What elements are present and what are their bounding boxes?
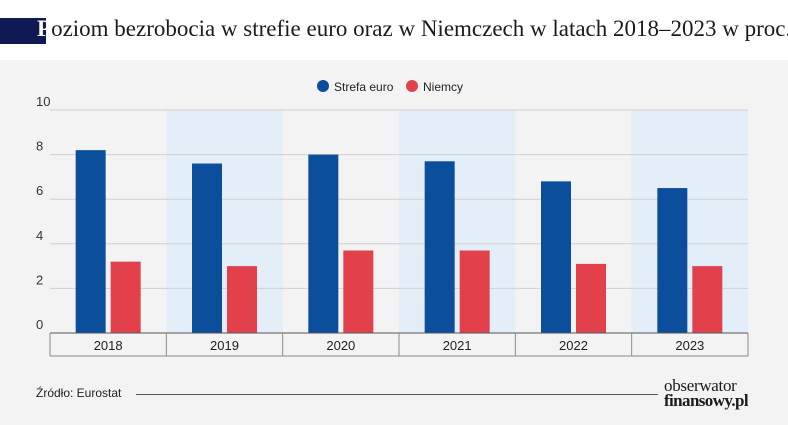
bar-germany <box>110 261 141 333</box>
logo-line-1: obserwator <box>664 376 737 395</box>
bar-euro-area <box>308 154 339 333</box>
y-tick-label: 6 <box>36 183 43 198</box>
category-band <box>166 110 283 333</box>
legend-label-germany: Niemcy <box>423 80 463 94</box>
bar-euro-area <box>192 163 222 333</box>
title-accent-block <box>0 18 46 44</box>
x-tick-label: 2018 <box>94 338 123 353</box>
x-tick-label: 2022 <box>559 338 588 353</box>
bar-germany <box>227 266 257 333</box>
bar-germany <box>343 250 374 333</box>
bar-euro-area <box>75 150 106 333</box>
title-bar: Poziom bezrobocia w strefie euro oraz w … <box>0 14 788 48</box>
chart-title: Poziom bezrobocia w strefie euro oraz w … <box>37 16 788 42</box>
legend-marker-germany <box>406 80 418 92</box>
title-lead-letter: P <box>37 16 52 41</box>
logo-line-2: finansowy.pl <box>664 391 749 410</box>
legend-marker-euro-area <box>317 80 329 92</box>
title-rest: oziom bezrobocia w strefie euro oraz w N… <box>51 16 788 41</box>
x-tick-label: 2020 <box>326 338 355 353</box>
bar-euro-area <box>541 181 571 333</box>
y-tick-label: 4 <box>36 228 43 243</box>
legend-label-euro-area: Strefa euro <box>334 80 394 94</box>
y-tick-label: 10 <box>36 94 50 109</box>
category-band <box>631 110 748 333</box>
source-note: Źródło: Eurostat <box>36 386 122 400</box>
source-divider <box>136 394 658 395</box>
y-tick-label: 0 <box>36 317 43 332</box>
bar-euro-area <box>657 188 688 333</box>
y-tick-label: 2 <box>36 272 43 287</box>
publisher-logo: obserwator finansowy.pl <box>664 376 764 414</box>
bar-euro-area <box>424 161 455 333</box>
x-tick-label: 2023 <box>675 338 704 353</box>
y-tick-label: 8 <box>36 139 43 154</box>
bar-germany <box>459 250 490 333</box>
bar-germany <box>576 263 606 333</box>
x-tick-label: 2019 <box>210 338 239 353</box>
bar-germany <box>692 266 723 333</box>
x-tick-label: 2021 <box>443 338 472 353</box>
category-band <box>399 110 516 333</box>
